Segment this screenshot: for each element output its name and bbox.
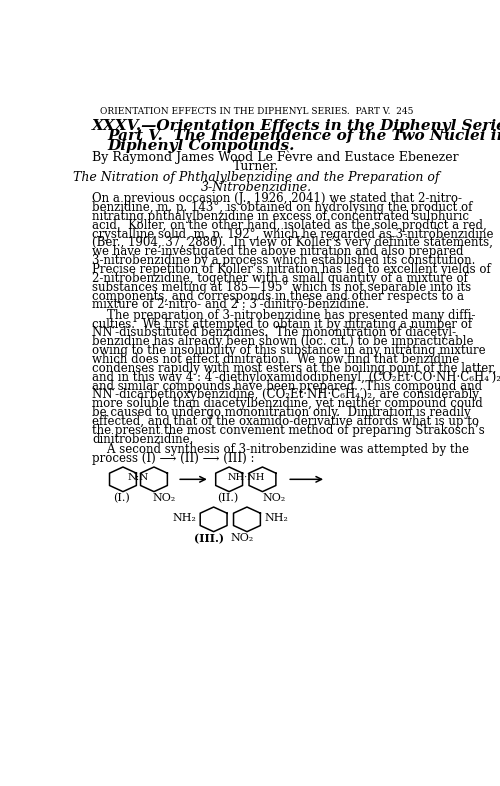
- Text: acid.  Koller, on the other hand, isolated as the sole product a red,: acid. Koller, on the other hand, isolate…: [92, 219, 486, 232]
- Text: mixture of 2-nitro- and 2 : 3′-dinitro-benzidine.: mixture of 2-nitro- and 2 : 3′-dinitro-b…: [92, 299, 369, 311]
- Text: 3-nitrobenzidine by a process which established its constitution.: 3-nitrobenzidine by a process which esta…: [92, 254, 475, 267]
- Text: 3-Nitrobenzidine.: 3-Nitrobenzidine.: [200, 181, 312, 193]
- Text: substances melting at 185—195° which is not separable into its: substances melting at 185—195° which is …: [92, 281, 471, 294]
- Text: NO₂: NO₂: [152, 493, 176, 503]
- Text: 2-nitrobenzidine, together with a small quantity of a mixture of: 2-nitrobenzidine, together with a small …: [92, 272, 468, 285]
- Text: (II.): (II.): [217, 493, 238, 504]
- Text: On a previous occasion (J., 1926, 2041) we stated that 2-nitro-: On a previous occasion (J., 1926, 2041) …: [92, 192, 462, 205]
- Text: culties.  We first attempted to obtain it by nitrating a number of: culties. We first attempted to obtain it…: [92, 318, 472, 331]
- Text: (III.): (III.): [194, 533, 224, 544]
- Text: more soluble than diacetylbenzidine, yet neither compound could: more soluble than diacetylbenzidine, yet…: [92, 397, 482, 410]
- Text: NO₂: NO₂: [262, 493, 285, 503]
- Text: Turner.: Turner.: [233, 160, 280, 173]
- Text: be caused to undergo mononitration only.  Dinitration is readily: be caused to undergo mononitration only.…: [92, 406, 470, 419]
- Text: and similar compounds have been prepared.  This compound and: and similar compounds have been prepared…: [92, 380, 482, 392]
- Text: N:N: N:N: [128, 473, 149, 483]
- Text: crystalline solid, m. p. 192°, which he regarded as 3-nitrobenzidine: crystalline solid, m. p. 192°, which he …: [92, 227, 493, 241]
- Text: NO₂: NO₂: [230, 533, 254, 543]
- Text: benzidine, m. p. 143°, is obtained on hydrolysing the product of: benzidine, m. p. 143°, is obtained on hy…: [92, 201, 472, 214]
- Text: NH₂: NH₂: [172, 512, 197, 523]
- Text: XXXV.—Orientation Effects in the Diphenyl Series.: XXXV.—Orientation Effects in the Dipheny…: [92, 119, 500, 133]
- Text: The Nitration of Phthalylbenzidine and the Preparation of: The Nitration of Phthalylbenzidine and t…: [73, 171, 440, 185]
- Text: nitrating phthalylbenzidine in excess of concentrated sulphuric: nitrating phthalylbenzidine in excess of…: [92, 210, 469, 222]
- Text: the present the most convenient method of preparing Strakosch’s: the present the most convenient method o…: [92, 424, 484, 437]
- Text: owing to the insolubility of this substance in any nitrating mixture: owing to the insolubility of this substa…: [92, 344, 485, 357]
- Text: benzidine has already been shown (loc. cit.) to be impracticable: benzidine has already been shown (loc. c…: [92, 336, 473, 348]
- Text: NH₂: NH₂: [264, 512, 288, 523]
- Text: (I.): (I.): [113, 493, 130, 504]
- Text: we have re-investigated the above nitration and also prepared: we have re-investigated the above nitrat…: [92, 245, 464, 259]
- Text: The preparation of 3-nitrobenzidine has presented many diffi-: The preparation of 3-nitrobenzidine has …: [92, 309, 475, 321]
- Text: and in this way 4 : 4′-diethyloxamidodiphenyl, (CO₂Et·CO·NH·C₆H₄′)₂,: and in this way 4 : 4′-diethyloxamidodip…: [92, 371, 500, 384]
- Text: process (I) ⟶ (II) ⟶ (III) :: process (I) ⟶ (II) ⟶ (III) :: [92, 452, 254, 465]
- Text: ORIENTATION EFFECTS IN THE DIPHENYL SERIES.  PART V.  245: ORIENTATION EFFECTS IN THE DIPHENYL SERI…: [100, 107, 413, 116]
- Text: Diphenyl Compounds.: Diphenyl Compounds.: [108, 139, 295, 153]
- Text: NN′-disubstituted benzidines.  The mononitration of diacetyl-: NN′-disubstituted benzidines. The mononi…: [92, 326, 456, 340]
- Text: By Raymond James Wood Le Fèvre and Eustace Ebenezer: By Raymond James Wood Le Fèvre and Eusta…: [92, 151, 459, 164]
- Text: which does not effect dinitration.  We now find that benzidine: which does not effect dinitration. We no…: [92, 353, 459, 366]
- Text: NN′-dicarbethoxybenzidine, (CO₂Et·NH·C₆H₄′)₂, are considerably: NN′-dicarbethoxybenzidine, (CO₂Et·NH·C₆H…: [92, 388, 479, 402]
- Text: (Ber., 1904, 37, 2880).  In view of Koller’s very definite statements,: (Ber., 1904, 37, 2880). In view of Kolle…: [92, 237, 493, 249]
- Text: components, and corresponds in these and other respects to a: components, and corresponds in these and…: [92, 289, 464, 303]
- Text: condenses rapidly with most esters at the boiling point of the latter,: condenses rapidly with most esters at th…: [92, 362, 496, 375]
- Text: NH·NH: NH·NH: [227, 473, 264, 483]
- Text: effected, and that of the oxamido-derivative affords what is up to: effected, and that of the oxamido-deriva…: [92, 415, 479, 428]
- Text: Precise repetition of Koller’s nitration has led to excellent yields of: Precise repetition of Koller’s nitration…: [92, 263, 490, 276]
- Text: Part V.  The Independence of the Two Nuclei in: Part V. The Independence of the Two Nucl…: [108, 129, 500, 143]
- Text: dinitrobenzidine.: dinitrobenzidine.: [92, 433, 194, 446]
- Text: A second synthesis of 3-nitrobenzidine was attempted by the: A second synthesis of 3-nitrobenzidine w…: [92, 443, 469, 456]
